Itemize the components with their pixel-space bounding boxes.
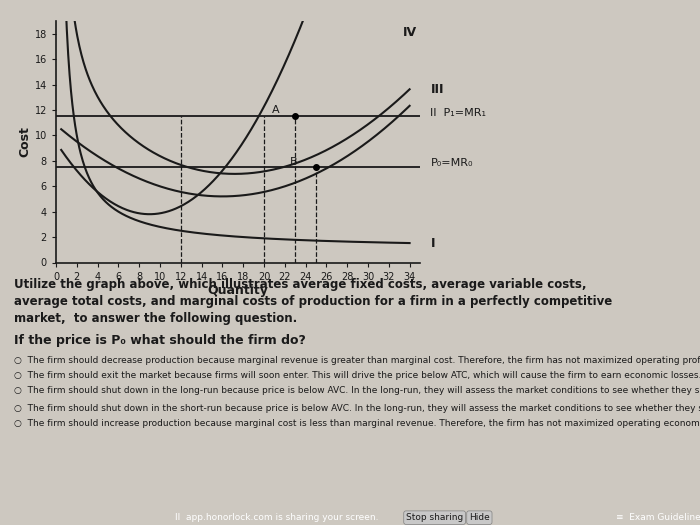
Text: market,  to answer the following question.: market, to answer the following question… (14, 312, 298, 325)
Text: average total costs, and marginal costs of production for a firm in a perfectly : average total costs, and marginal costs … (14, 295, 612, 308)
X-axis label: Quantity: Quantity (208, 285, 268, 297)
Text: ○  The firm should decrease production because marginal revenue is greater than : ○ The firm should decrease production be… (14, 355, 700, 364)
Text: III: III (430, 83, 444, 96)
Text: I: I (430, 237, 435, 249)
Y-axis label: Cost: Cost (19, 127, 32, 157)
Text: ○  The firm should shut down in the short-run because price is below AVC. In the: ○ The firm should shut down in the short… (14, 404, 700, 413)
Text: IV: IV (402, 26, 416, 39)
Text: ○  The firm should increase production because marginal cost is less than margin: ○ The firm should increase production be… (14, 419, 700, 428)
Text: II  app.honorlock.com is sharing your screen.: II app.honorlock.com is sharing your scr… (175, 513, 379, 522)
Text: If the price is P₀ what should the firm do?: If the price is P₀ what should the firm … (14, 334, 306, 346)
Text: A: A (272, 104, 280, 114)
Text: P₀=MR₀: P₀=MR₀ (430, 159, 473, 169)
Text: Utilize the graph above, which illustrates average fixed costs, average variable: Utilize the graph above, which illustrat… (14, 278, 587, 291)
Text: Stop sharing: Stop sharing (406, 513, 463, 522)
Text: ≡  Exam Guidelines: ≡ Exam Guidelines (616, 513, 700, 522)
Text: II  P₁=MR₁: II P₁=MR₁ (430, 108, 486, 118)
Text: ○  The firm should shut down in the long-run because price is below AVC. In the : ○ The firm should shut down in the long-… (14, 386, 700, 395)
Text: ○  The firm should exit the market because firms will soon enter. This will driv: ○ The firm should exit the market becaus… (14, 371, 700, 380)
Text: Hide: Hide (469, 513, 490, 522)
Text: B: B (290, 158, 298, 167)
